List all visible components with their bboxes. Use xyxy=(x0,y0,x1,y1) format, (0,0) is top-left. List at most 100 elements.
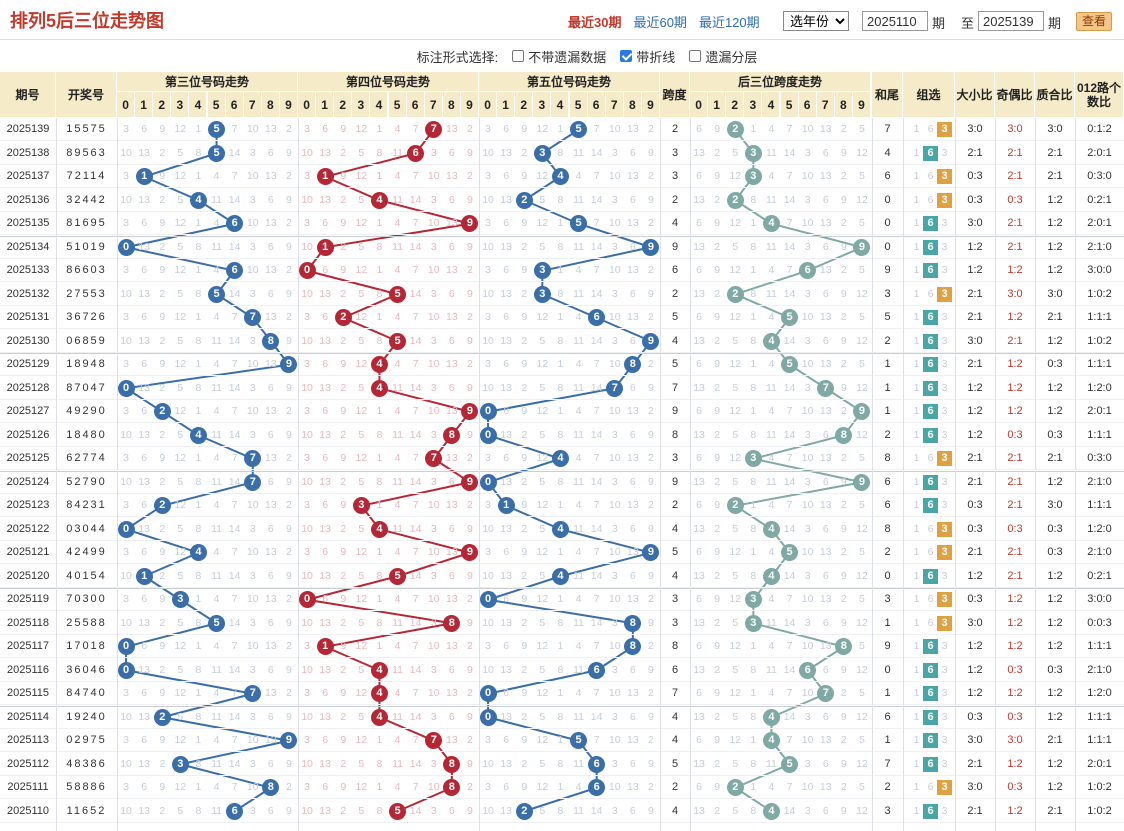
group-miss: 3 xyxy=(941,499,948,511)
miss-cell: 2 xyxy=(467,170,473,182)
miss-cell: 3 xyxy=(804,710,811,723)
group-miss: 1 xyxy=(913,687,920,699)
miss-cell: 6 xyxy=(267,287,274,300)
miss-cell: 2 xyxy=(467,593,473,605)
miss-cell: 9 xyxy=(714,170,721,182)
miss-cell: 4 xyxy=(213,217,220,229)
miss-cell: 2 xyxy=(286,499,292,511)
d5-digit-ball: 4 xyxy=(551,567,569,585)
miss-cell: 1 xyxy=(557,217,564,229)
miss-cell: 1 xyxy=(195,499,202,511)
spanT-digit-ball: 3 xyxy=(744,591,762,609)
group-miss: 6 xyxy=(927,781,934,793)
miss-cell: 10 xyxy=(801,452,814,464)
miss-cell: 10 xyxy=(120,569,132,582)
bs-cell: 3:0 xyxy=(967,781,983,793)
header-digit: 9 xyxy=(460,92,479,118)
miss-cell: 4 xyxy=(768,687,775,699)
miss-cell: 2 xyxy=(467,734,473,746)
miss-cell: 10 xyxy=(246,170,259,182)
miss-cell: 6 xyxy=(267,193,274,206)
miss-cell: 5 xyxy=(177,569,184,582)
miss-cell: 8 xyxy=(750,193,757,206)
miss-cell: 9 xyxy=(840,240,847,253)
group-badge: 6 xyxy=(923,310,938,325)
pc-cell: 1:2 xyxy=(1047,264,1063,276)
checkbox-no-missing[interactable] xyxy=(512,50,525,62)
miss-cell: 5 xyxy=(177,146,184,159)
miss-cell: 13 xyxy=(265,217,277,229)
miss-cell: 8 xyxy=(557,757,564,770)
draw-cell: 27553 xyxy=(66,287,107,300)
miss-cell: 2 xyxy=(840,734,847,746)
miss-cell: 10 xyxy=(246,264,259,276)
miss-cell: 1 xyxy=(750,687,757,699)
miss-cell: 10 xyxy=(120,757,132,770)
miss-cell: 10 xyxy=(301,428,313,441)
header-digit: 8 xyxy=(623,92,642,118)
d5-digit-ball: 2 xyxy=(515,191,533,209)
miss-cell: 4 xyxy=(213,405,220,417)
miss-cell: 10 xyxy=(482,569,494,582)
link-recent-120[interactable]: 最近120期 xyxy=(698,15,760,30)
miss-cell: 12 xyxy=(355,170,368,182)
checkbox-with-line[interactable] xyxy=(620,50,633,62)
miss-cell: 6 xyxy=(822,428,829,441)
miss-cell: 9 xyxy=(648,522,654,535)
miss-cell: 10 xyxy=(301,616,313,629)
miss-cell: 2 xyxy=(840,452,847,464)
miss-cell: 3 xyxy=(804,381,811,394)
miss-cell: 5 xyxy=(859,781,865,793)
miss-cell: 2 xyxy=(159,334,166,347)
column-divider xyxy=(1035,118,1036,831)
miss-cell: 11 xyxy=(392,240,403,253)
to-issue-input[interactable] xyxy=(978,11,1044,31)
miss-cell: 2 xyxy=(648,593,654,605)
checkbox-layered[interactable] xyxy=(689,50,702,62)
miss-cell: 5 xyxy=(177,804,184,817)
miss-cell: 10 xyxy=(608,170,621,182)
miss-cell: 13 xyxy=(693,240,705,253)
option-layered[interactable]: 遗漏分层 xyxy=(689,47,757,66)
option-with-line[interactable]: 带折线 xyxy=(620,47,675,66)
sum-tail-cell: 2 xyxy=(884,781,891,793)
miss-cell: 5 xyxy=(859,593,865,605)
pc-cell: 1:2 xyxy=(1047,405,1063,417)
d3-digit-ball: 3 xyxy=(171,591,189,609)
miss-cell: 3 xyxy=(123,217,129,229)
miss-cell: 8 xyxy=(750,334,757,347)
miss-cell: 4 xyxy=(394,734,401,746)
miss-cell: 4 xyxy=(213,734,220,746)
pc-cell: 2:1 xyxy=(1047,452,1063,464)
miss-cell: 5 xyxy=(539,381,546,394)
miss-cell: 4 xyxy=(394,687,401,699)
from-issue-input[interactable] xyxy=(862,11,928,31)
miss-cell: 12 xyxy=(174,358,187,370)
mod-cell: 2:0:1 xyxy=(1087,405,1112,417)
header-digit: 2 xyxy=(726,92,745,118)
link-recent-30[interactable]: 最近30期 xyxy=(568,15,622,30)
year-select[interactable]: 选年份 xyxy=(783,11,849,31)
miss-cell: 6 xyxy=(503,217,510,229)
pc-cell: 2:1 xyxy=(1047,170,1063,182)
span-cell: 2 xyxy=(671,781,679,793)
d3-digit-ball: 0 xyxy=(117,520,135,538)
view-button[interactable]: 查看 xyxy=(1076,12,1112,31)
miss-cell: 6 xyxy=(141,358,148,370)
oe-cell: 0:3 xyxy=(1007,522,1023,535)
miss-cell: 6 xyxy=(822,663,829,676)
header-digit: 5 xyxy=(207,92,226,118)
mod-cell: 2:1:0 xyxy=(1087,475,1112,488)
miss-cell: 3 xyxy=(804,287,811,300)
draw-cell: 70300 xyxy=(66,593,107,605)
option-no-missing[interactable]: 不带遗漏数据 xyxy=(512,47,606,66)
group-miss: 1 xyxy=(913,522,920,535)
miss-cell: 11 xyxy=(211,663,222,676)
miss-cell: 3 xyxy=(123,781,129,793)
oe-cell: 1:2 xyxy=(1007,616,1023,629)
link-recent-60[interactable]: 最近60期 xyxy=(633,15,687,30)
miss-cell: 6 xyxy=(696,405,702,417)
miss-cell: 6 xyxy=(267,146,274,159)
miss-cell: 4 xyxy=(575,499,582,511)
d3-digit-ball: 6 xyxy=(226,802,244,820)
